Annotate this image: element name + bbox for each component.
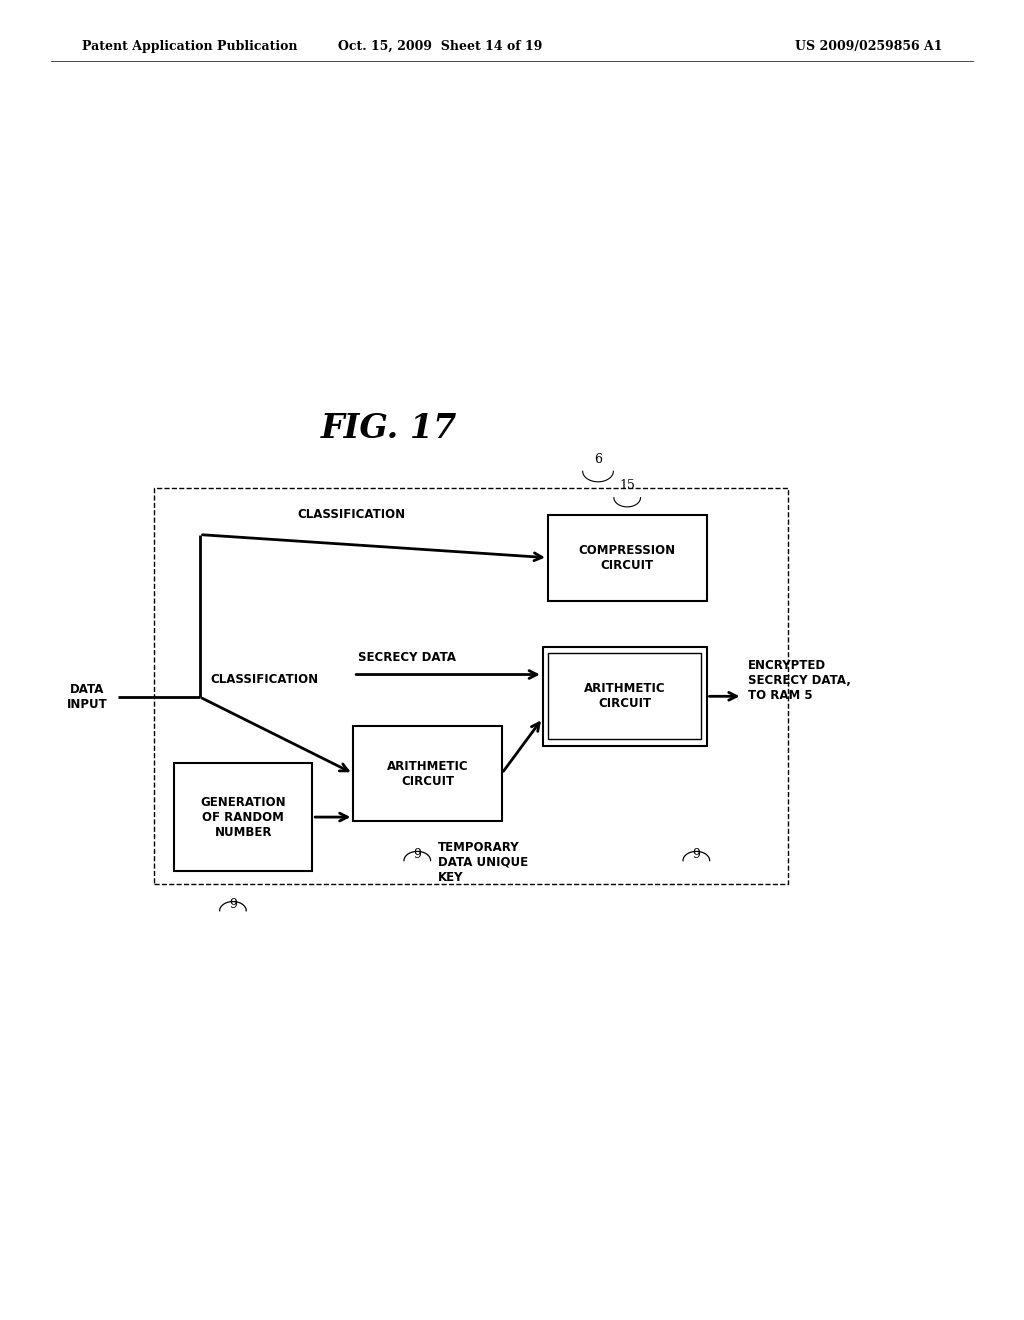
Text: TEMPORARY
DATA UNIQUE
KEY: TEMPORARY DATA UNIQUE KEY [438,841,528,884]
Bar [548,653,701,739]
Text: FIG. 17: FIG. 17 [321,412,458,445]
Text: ENCRYPTED
SECRECY DATA,
TO RAM 5: ENCRYPTED SECRECY DATA, TO RAM 5 [748,659,850,702]
Bar [174,763,312,871]
Text: DATA
INPUT: DATA INPUT [67,682,108,711]
Bar [548,515,707,601]
Text: 9: 9 [692,847,700,861]
Bar [154,488,788,884]
Text: 15: 15 [620,479,635,492]
Text: 9: 9 [229,898,237,911]
Text: 9: 9 [414,847,421,861]
Text: US 2009/0259856 A1: US 2009/0259856 A1 [795,40,942,53]
Text: SECRECY DATA: SECRECY DATA [358,651,457,664]
Text: Oct. 15, 2009  Sheet 14 of 19: Oct. 15, 2009 Sheet 14 of 19 [338,40,543,53]
Text: COMPRESSION
CIRCUIT: COMPRESSION CIRCUIT [579,544,676,572]
Text: ARITHMETIC
CIRCUIT: ARITHMETIC CIRCUIT [584,682,666,710]
Bar [543,647,707,746]
Text: 6: 6 [594,453,602,466]
Text: GENERATION
OF RANDOM
NUMBER: GENERATION OF RANDOM NUMBER [201,796,286,838]
Text: CLASSIFICATION: CLASSIFICATION [210,673,318,686]
Text: ARITHMETIC
CIRCUIT: ARITHMETIC CIRCUIT [387,759,468,788]
Text: CLASSIFICATION: CLASSIFICATION [297,508,406,521]
Bar [353,726,502,821]
Text: Patent Application Publication: Patent Application Publication [82,40,297,53]
